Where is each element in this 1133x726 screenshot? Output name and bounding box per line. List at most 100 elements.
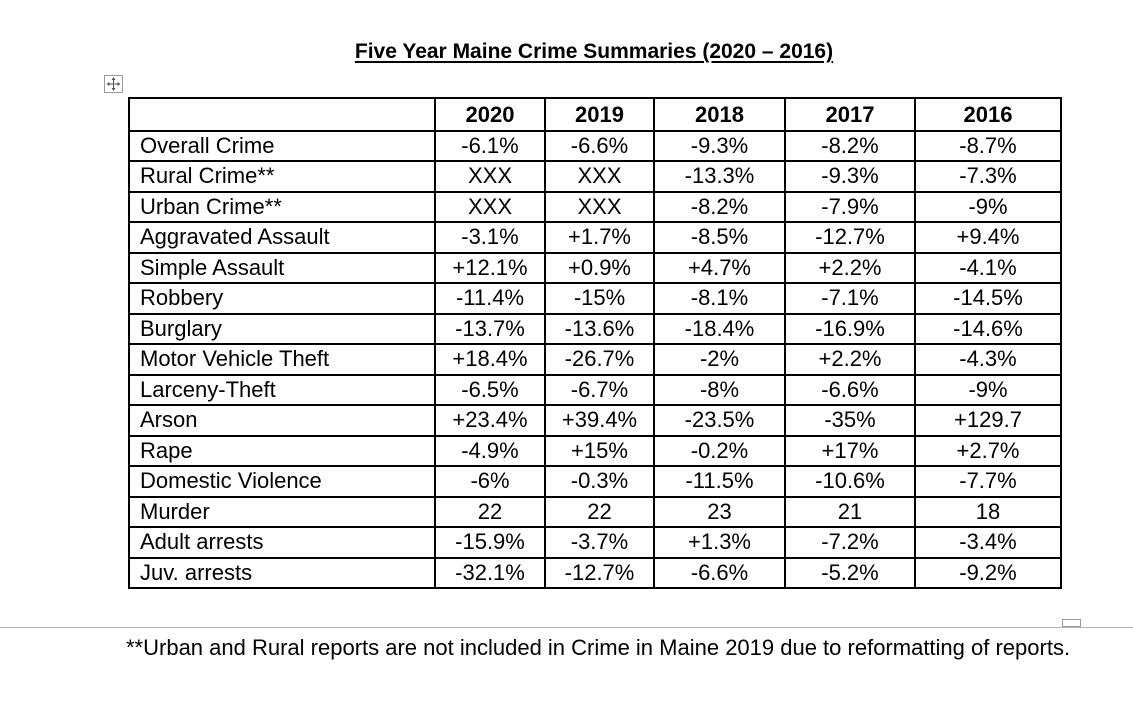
value-cell: -8.1% bbox=[653, 282, 786, 315]
value-cell: -7.3% bbox=[914, 160, 1062, 193]
value-cell: -7.9% bbox=[784, 190, 916, 223]
row-label-cell: Urban Crime** bbox=[128, 190, 436, 223]
value-cell: -4.1% bbox=[914, 251, 1062, 284]
table-move-handle-icon[interactable] bbox=[104, 75, 123, 93]
table-row: Robbery -11.4% -15% -8.1% -7.1% -14.5% bbox=[128, 282, 1062, 315]
value-cell: -7.2% bbox=[784, 526, 916, 559]
row-label-cell: Domestic Violence bbox=[128, 465, 436, 498]
document-title: Five Year Maine Crime Summaries (2020 – … bbox=[354, 40, 834, 63]
value-cell: XXX bbox=[434, 190, 546, 223]
value-cell: -13.6% bbox=[544, 312, 655, 345]
table-row: Murder 22 22 23 21 18 bbox=[128, 495, 1062, 528]
value-cell: -9% bbox=[914, 190, 1062, 223]
value-cell: +12.1% bbox=[434, 251, 546, 284]
value-cell: -5.2% bbox=[784, 556, 916, 589]
value-cell: -0.2% bbox=[653, 434, 786, 467]
value-cell: -6% bbox=[434, 465, 546, 498]
value-cell: 21 bbox=[784, 495, 916, 528]
value-cell: +2.2% bbox=[784, 251, 916, 284]
row-label-cell: Arson bbox=[128, 404, 436, 437]
value-cell: +4.7% bbox=[653, 251, 786, 284]
header-cell-blank bbox=[128, 97, 436, 132]
value-cell: +129.7 bbox=[914, 404, 1062, 437]
value-cell: -18.4% bbox=[653, 312, 786, 345]
table-row: Urban Crime** XXX XXX -8.2% -7.9% -9% bbox=[128, 190, 1062, 223]
crime-summary-table: 2020 2019 2018 2017 2016 Overall Crime -6.1% -… bbox=[128, 97, 1062, 589]
table-row: Rape -4.9% +15% -0.2% +17% +2.7% bbox=[128, 434, 1062, 467]
row-label-cell: Burglary bbox=[128, 312, 436, 345]
value-cell: +23.4% bbox=[434, 404, 546, 437]
row-label-cell: Overall Crime bbox=[128, 129, 436, 162]
value-cell: -23.5% bbox=[653, 404, 786, 437]
value-cell: +17% bbox=[784, 434, 916, 467]
value-cell: +2.2% bbox=[784, 343, 916, 376]
header-cell-year: 2019 bbox=[544, 97, 655, 132]
row-label-cell: Aggravated Assault bbox=[128, 221, 436, 254]
value-cell: -9% bbox=[914, 373, 1062, 406]
value-cell: -8.2% bbox=[653, 190, 786, 223]
value-cell: -6.7% bbox=[544, 373, 655, 406]
value-cell: -12.7% bbox=[784, 221, 916, 254]
row-label-cell: Rural Crime** bbox=[128, 160, 436, 193]
value-cell: -7.1% bbox=[784, 282, 916, 315]
row-label-cell: Robbery bbox=[128, 282, 436, 315]
table-row: Adult arrests -15.9% -3.7% +1.3% -7.2% -3.4% bbox=[128, 526, 1062, 559]
value-cell: -35% bbox=[784, 404, 916, 437]
value-cell: -32.1% bbox=[434, 556, 546, 589]
value-cell: -3.7% bbox=[544, 526, 655, 559]
header-cell-year: 2020 bbox=[434, 97, 546, 132]
value-cell: -11.4% bbox=[434, 282, 546, 315]
value-cell: -6.6% bbox=[544, 129, 655, 162]
table-row: Rural Crime** XXX XXX -13.3% -9.3% -7.3% bbox=[128, 160, 1062, 193]
value-cell: -6.6% bbox=[653, 556, 786, 589]
value-cell: -3.4% bbox=[914, 526, 1062, 559]
value-cell: -6.6% bbox=[784, 373, 916, 406]
table-resize-handle-icon[interactable] bbox=[1062, 619, 1081, 627]
value-cell: -6.5% bbox=[434, 373, 546, 406]
table-row: Arson +23.4% +39.4% -23.5% -35% +129.7 bbox=[128, 404, 1062, 437]
move-arrows-icon bbox=[106, 77, 121, 91]
table-row: Larceny-Theft -6.5% -6.7% -8% -6.6% -9% bbox=[128, 373, 1062, 406]
table-header-row: 2020 2019 2018 2017 2016 bbox=[128, 97, 1062, 132]
value-cell: -8% bbox=[653, 373, 786, 406]
value-cell: -4.3% bbox=[914, 343, 1062, 376]
value-cell: -7.7% bbox=[914, 465, 1062, 498]
value-cell: -8.5% bbox=[653, 221, 786, 254]
header-cell-year: 2017 bbox=[784, 97, 916, 132]
value-cell: -6.1% bbox=[434, 129, 546, 162]
footnote: **Urban and Rural reports are not includ… bbox=[126, 635, 1071, 660]
value-cell: -26.7% bbox=[544, 343, 655, 376]
value-cell: +1.3% bbox=[653, 526, 786, 559]
value-cell: 22 bbox=[544, 495, 655, 528]
table-row: Juv. arrests -32.1% -12.7% -6.6% -5.2% -9.2% bbox=[128, 556, 1062, 589]
value-cell: -13.7% bbox=[434, 312, 546, 345]
header-cell-year: 2018 bbox=[653, 97, 786, 132]
value-cell: +2.7% bbox=[914, 434, 1062, 467]
value-cell: +15% bbox=[544, 434, 655, 467]
table-row: Domestic Violence -6% -0.3% -11.5% -10.6% -7.… bbox=[128, 465, 1062, 498]
table-row: Overall Crime -6.1% -6.6% -9.3% -8.2% -8.7% bbox=[128, 129, 1062, 162]
value-cell: -11.5% bbox=[653, 465, 786, 498]
value-cell: -14.6% bbox=[914, 312, 1062, 345]
value-cell: -9.3% bbox=[784, 160, 916, 193]
row-label-cell: Simple Assault bbox=[128, 251, 436, 284]
row-label-cell: Rape bbox=[128, 434, 436, 467]
value-cell: -3.1% bbox=[434, 221, 546, 254]
table-row: Motor Vehicle Theft +18.4% -26.7% -2% +2.2% -… bbox=[128, 343, 1062, 376]
page-margin-divider bbox=[0, 627, 1133, 628]
value-cell: -10.6% bbox=[784, 465, 916, 498]
row-label-cell: Adult arrests bbox=[128, 526, 436, 559]
value-cell: -8.7% bbox=[914, 129, 1062, 162]
value-cell: +18.4% bbox=[434, 343, 546, 376]
value-cell: 22 bbox=[434, 495, 546, 528]
value-cell: -15.9% bbox=[434, 526, 546, 559]
value-cell: XXX bbox=[434, 160, 546, 193]
value-cell: +1.7% bbox=[544, 221, 655, 254]
row-label-cell: Juv. arrests bbox=[128, 556, 436, 589]
header-cell-year: 2016 bbox=[914, 97, 1062, 132]
row-label-cell: Murder bbox=[128, 495, 436, 528]
value-cell: -4.9% bbox=[434, 434, 546, 467]
value-cell: 18 bbox=[914, 495, 1062, 528]
row-label-cell: Larceny-Theft bbox=[128, 373, 436, 406]
value-cell: +39.4% bbox=[544, 404, 655, 437]
